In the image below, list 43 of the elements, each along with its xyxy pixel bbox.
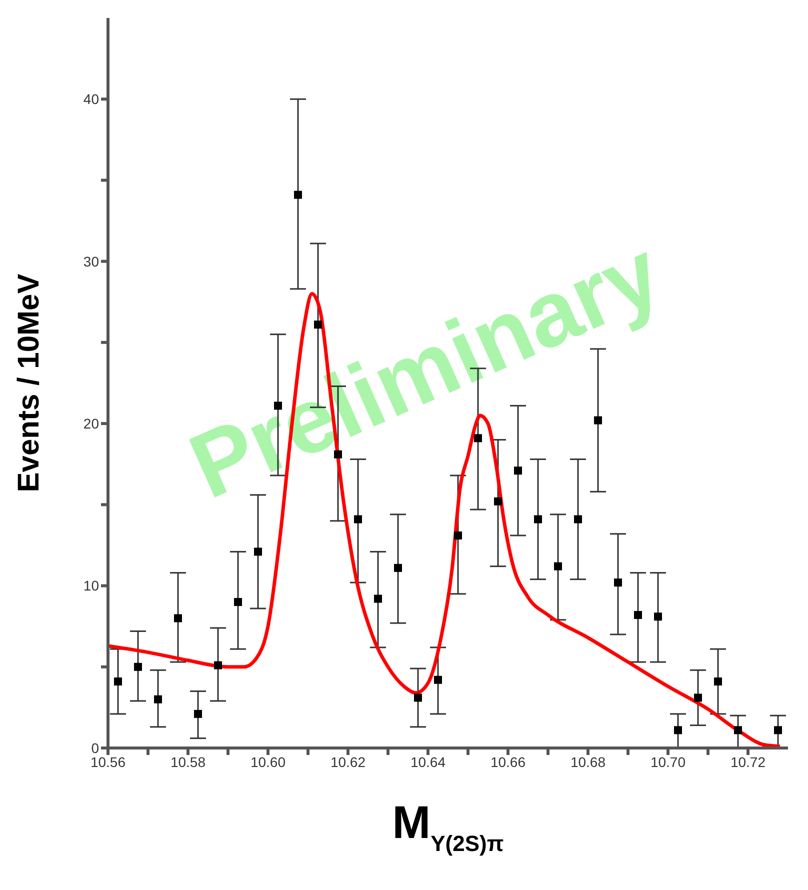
point: [434, 676, 442, 684]
y-tick-label: 0: [91, 740, 100, 756]
point: [374, 594, 382, 603]
point: [234, 598, 242, 606]
point: [194, 710, 202, 718]
point: [214, 661, 222, 670]
x-axis-title: M$_{Υ(2S)π}$: [392, 796, 504, 856]
point: [494, 497, 502, 506]
point: [774, 726, 782, 734]
y-tick-label: 20: [83, 416, 100, 432]
x-tick-label: 10.62: [330, 754, 366, 770]
point: [574, 515, 582, 524]
point: [414, 694, 422, 702]
x-tick-label: 10.64: [410, 754, 446, 770]
point: [174, 614, 182, 622]
point: [354, 515, 362, 524]
x-tick-label: 10.72: [730, 754, 766, 770]
point: [654, 612, 662, 621]
x-tick-label: 10.70: [650, 754, 686, 770]
point: [734, 726, 742, 734]
point: [294, 190, 302, 199]
x-tick-label: 10.58: [170, 754, 206, 770]
point: [534, 515, 542, 524]
point: [254, 548, 262, 556]
y-axis-title: Events / 10MeV: [12, 274, 46, 492]
x-tick-label: 10.56: [90, 754, 126, 770]
y-tick-label: 40: [83, 91, 100, 108]
point: [634, 610, 642, 619]
point: [134, 662, 142, 671]
point: [674, 726, 682, 734]
x-tick-label: 10.68: [570, 754, 606, 770]
y-tick-label: 10: [83, 578, 100, 594]
y-tick-label: 30: [83, 253, 100, 270]
point: [154, 695, 162, 704]
point: [114, 677, 122, 686]
point: [614, 578, 622, 587]
point: [454, 531, 462, 540]
point: [694, 694, 702, 702]
x-tick-label: 10.60: [250, 754, 286, 770]
x-tick-label: 10.66: [490, 754, 526, 770]
point: [554, 562, 562, 570]
point: [394, 564, 402, 572]
point: [714, 677, 722, 686]
